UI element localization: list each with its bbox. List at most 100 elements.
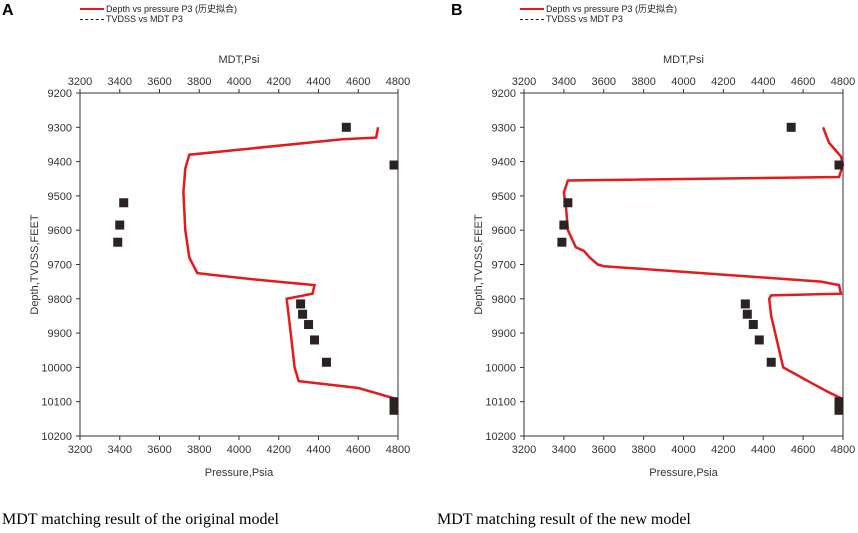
x-tick-label-top: 4400 [306, 76, 330, 88]
x-tick-label-top: 3600 [592, 76, 616, 88]
x-axis-label: Pressure,Psia [205, 467, 274, 479]
y-tick-label: 10200 [41, 431, 72, 443]
x-tick-label-bottom: 4800 [386, 444, 410, 456]
x-tick-label-top: 4000 [227, 76, 251, 88]
mdt-point-marker [834, 160, 844, 170]
x-tick-label-bottom: 4000 [227, 444, 251, 456]
series-line-depth-vs-pressure [562, 126, 845, 400]
x-tick-label-top: 4600 [346, 76, 370, 88]
legend-item-depth-vs-pressure: Depth vs pressure P3 (历史拟合) [520, 4, 677, 14]
mdt-point-marker [754, 335, 764, 345]
y-tick-label: 9200 [492, 88, 516, 100]
mdt-point-marker [559, 220, 569, 230]
chart-title: MDT,Psi [663, 54, 704, 66]
y-tick-label: 10100 [41, 397, 72, 409]
y-tick-label: 10100 [485, 397, 516, 409]
y-tick-label: 9900 [48, 328, 72, 340]
x-tick-label-top: 4600 [791, 76, 815, 88]
legend-line-swatch [80, 8, 104, 10]
legend-item-depth-vs-pressure: Depth vs pressure P3 (历史拟合) [80, 4, 237, 14]
x-tick-label-top: 3800 [631, 76, 655, 88]
mdt-point-marker [748, 320, 758, 330]
mdt-point-marker [766, 357, 776, 367]
x-tick-label-bottom: 3200 [68, 444, 92, 456]
x-tick-label-top: 3600 [147, 76, 171, 88]
mdt-point-marker [740, 299, 750, 309]
mdt-point-marker [298, 309, 308, 319]
x-tick-label-bottom: 3600 [592, 444, 616, 456]
x-tick-label-bottom: 3800 [631, 444, 655, 456]
chart-title: MDT,Psi [219, 54, 260, 66]
mdt-point-marker [389, 160, 399, 170]
x-tick-label-bottom: 4400 [306, 444, 330, 456]
mdt-point-marker [115, 220, 125, 230]
mdt-point-marker [321, 357, 331, 367]
mdt-point-marker [113, 237, 123, 247]
legend-dash-swatch [80, 18, 104, 20]
panel-letter-b: B [451, 2, 463, 19]
chart-panel-b: 3200 3200 3400 3400 3600 3600 3800 3800 4000 4000… [473, 54, 855, 479]
x-tick-label-top: 3400 [552, 76, 576, 88]
mdt-point-marker [786, 122, 796, 132]
x-axis-label: Pressure,Psia [649, 467, 718, 479]
mdt-point-marker [304, 320, 314, 330]
x-tick-label-top: 4200 [711, 76, 735, 88]
x-tick-label-bottom: 4400 [751, 444, 775, 456]
x-tick-label-top: 3200 [68, 76, 92, 88]
x-tick-label-bottom: 4800 [831, 444, 855, 456]
y-tick-label: 9400 [492, 157, 516, 169]
x-tick-label-bottom: 3600 [147, 444, 171, 456]
mdt-point-marker [834, 397, 844, 407]
x-tick-label-top: 3200 [512, 76, 536, 88]
y-tick-label: 9300 [492, 122, 516, 134]
x-tick-label-bottom: 4000 [671, 444, 695, 456]
legend-dash-swatch [520, 18, 544, 20]
mdt-point-marker [389, 397, 399, 407]
series-line-depth-vs-pressure [182, 127, 398, 403]
y-tick-label: 9600 [492, 225, 516, 237]
y-tick-label: 10000 [485, 362, 516, 374]
y-tick-label: 10200 [485, 431, 516, 443]
x-tick-label-bottom: 4600 [791, 444, 815, 456]
y-tick-label: 9400 [48, 157, 72, 169]
legend-item-tvdss-vs-mdt: TVDSS vs MDT P3 [520, 14, 677, 24]
y-tick-label: 9700 [48, 260, 72, 272]
x-tick-label-bottom: 3400 [108, 444, 132, 456]
y-tick-label: 9800 [492, 294, 516, 306]
caption-b: MDT matching result of the new model [437, 511, 691, 528]
x-tick-label-bottom: 4200 [267, 444, 291, 456]
legend-label: TVDSS vs MDT P3 [106, 14, 183, 24]
x-tick-label-bottom: 3400 [552, 444, 576, 456]
y-tick-label: 9700 [492, 260, 516, 272]
mdt-point-marker [296, 299, 306, 309]
x-tick-label-top: 4400 [751, 76, 775, 88]
y-tick-label: 9200 [48, 88, 72, 100]
y-tick-label: 10000 [41, 362, 72, 374]
mdt-point-marker [834, 405, 844, 415]
y-tick-label: 9500 [48, 191, 72, 203]
plot-frame [523, 92, 844, 437]
mdt-point-marker [119, 198, 129, 208]
legend-item-tvdss-vs-mdt: TVDSS vs MDT P3 [80, 14, 237, 24]
y-axis-label: Depth,TVDSS,FEET [473, 214, 485, 315]
y-tick-label: 9800 [48, 294, 72, 306]
x-tick-label-top: 4000 [671, 76, 695, 88]
mdt-point-marker [557, 237, 567, 247]
y-tick-label: 9900 [492, 328, 516, 340]
y-tick-label: 9600 [48, 225, 72, 237]
legend-label: Depth vs pressure P3 (历史拟合) [546, 4, 678, 14]
mdt-point-marker [742, 309, 752, 319]
legend-label: TVDSS vs MDT P3 [546, 14, 623, 24]
x-tick-label-top: 3400 [108, 76, 132, 88]
x-tick-label-top: 4200 [267, 76, 291, 88]
mdt-point-marker [341, 122, 351, 132]
caption-a: MDT matching result of the original mode… [2, 511, 279, 528]
plot-frame [79, 92, 399, 437]
mdt-point-marker [563, 198, 573, 208]
chart-panel-a: 3200 3200 3400 3400 3600 3600 3800 3800 4000 4000… [29, 54, 410, 479]
x-tick-label-bottom: 3200 [512, 444, 536, 456]
legend-b: Depth vs pressure P3 (历史拟合) TVDSS vs MDT… [520, 4, 677, 24]
x-tick-label-bottom: 4600 [346, 444, 370, 456]
legend-line-swatch [520, 8, 544, 10]
